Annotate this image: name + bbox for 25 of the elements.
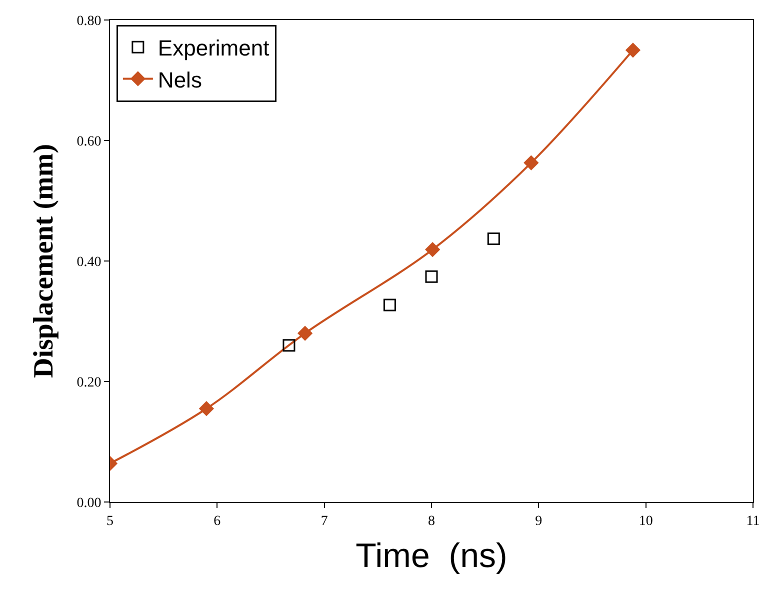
point [298,326,312,341]
x-tick-label: 7 [320,514,328,529]
y-tick-label: 0.00 [76,496,102,511]
y-tick-label: 0.60 [76,134,102,150]
point [487,232,500,245]
point [199,401,214,416]
point [383,298,396,312]
y-tick-label: 0.40 [76,254,102,270]
x-tick-label: 10 [638,514,653,529]
x-tick-label: 6 [214,514,221,529]
legend-label: Nels [158,67,202,92]
point [524,156,538,170]
y-tick-label: 0.80 [76,14,102,29]
point [282,339,296,352]
x-tick-label: 5 [106,514,114,529]
x-tick-label: 9 [535,514,542,529]
x-axis-title: Time (ns) [356,537,508,576]
point [425,270,438,283]
x-tick-label: 8 [428,514,435,529]
x-tick-label: 11 [746,514,760,529]
legend-label: Experiment [158,36,270,61]
point [425,242,440,257]
y-tick-label: 0.20 [76,375,102,390]
point [626,42,640,58]
y-axis-title: Displacement (mm) [28,144,60,378]
